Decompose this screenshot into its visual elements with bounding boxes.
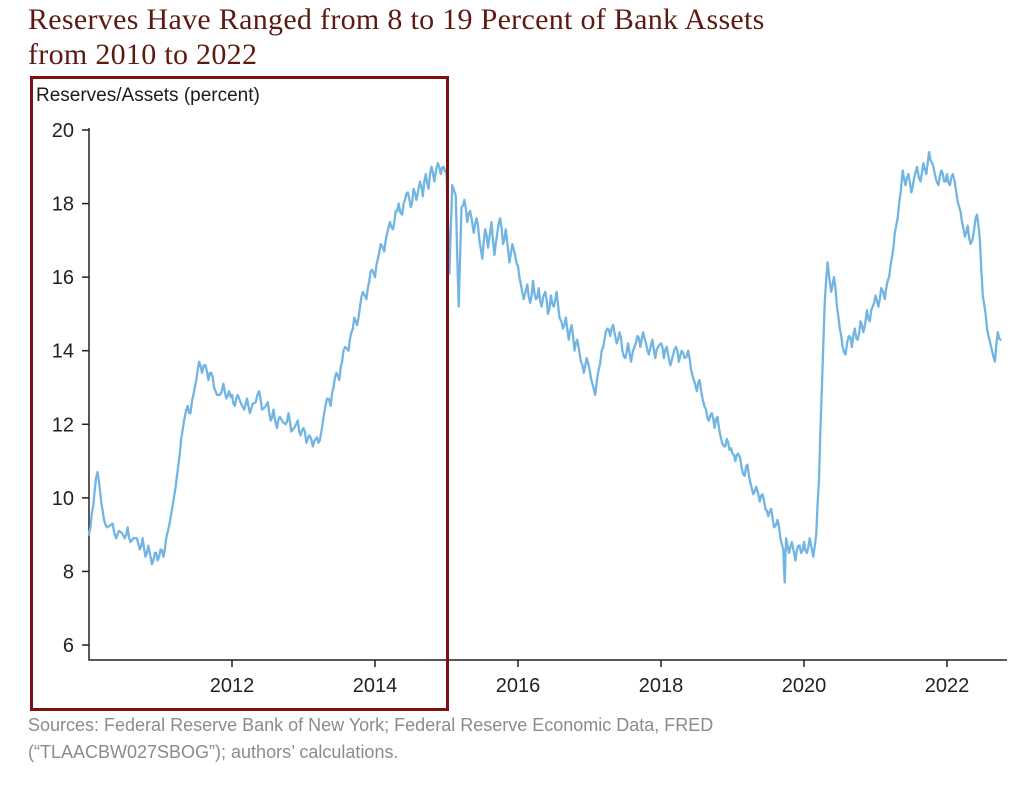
chart-title-line-1: Reserves Have Ranged from 8 to 19 Percen… [28,3,765,36]
x-tick-label: 2012 [210,675,255,697]
y-tick-label: 20 [52,120,74,142]
source-line-2: (“TLAACBW027SBOG”); authors’ calculation… [28,742,399,762]
y-axis-unit-label: Reserves/Assets (percent) [36,85,260,106]
y-tick-label: 12 [52,414,74,436]
line-chart: 6 8 10 12 14 16 18 20 2012 2014 2016 2018 2020 2022 [52,120,1007,697]
x-tick-label: 2016 [496,675,541,697]
y-tick-label: 14 [52,341,74,363]
chart-title: Reserves Have Ranged from 8 to 19 Percen… [28,2,765,72]
chart-title-line-2: from 2010 to 2022 [28,38,258,71]
source-note: Sources: Federal Reserve Bank of New Yor… [28,712,713,766]
x-tick-label: 2014 [353,675,398,697]
x-tick-label: 2018 [639,675,684,697]
y-tick-label: 10 [52,488,74,510]
y-tick-label: 8 [63,561,74,583]
x-tick-label: 2022 [925,675,970,697]
y-tick-label: 16 [52,267,74,289]
y-tick-label: 6 [63,635,74,657]
axes [88,128,1007,661]
y-tick-label: 18 [52,194,74,216]
source-line-1: Sources: Federal Reserve Bank of New Yor… [28,715,714,735]
x-tick-label: 2020 [782,675,827,697]
reserves-line [87,150,1002,584]
